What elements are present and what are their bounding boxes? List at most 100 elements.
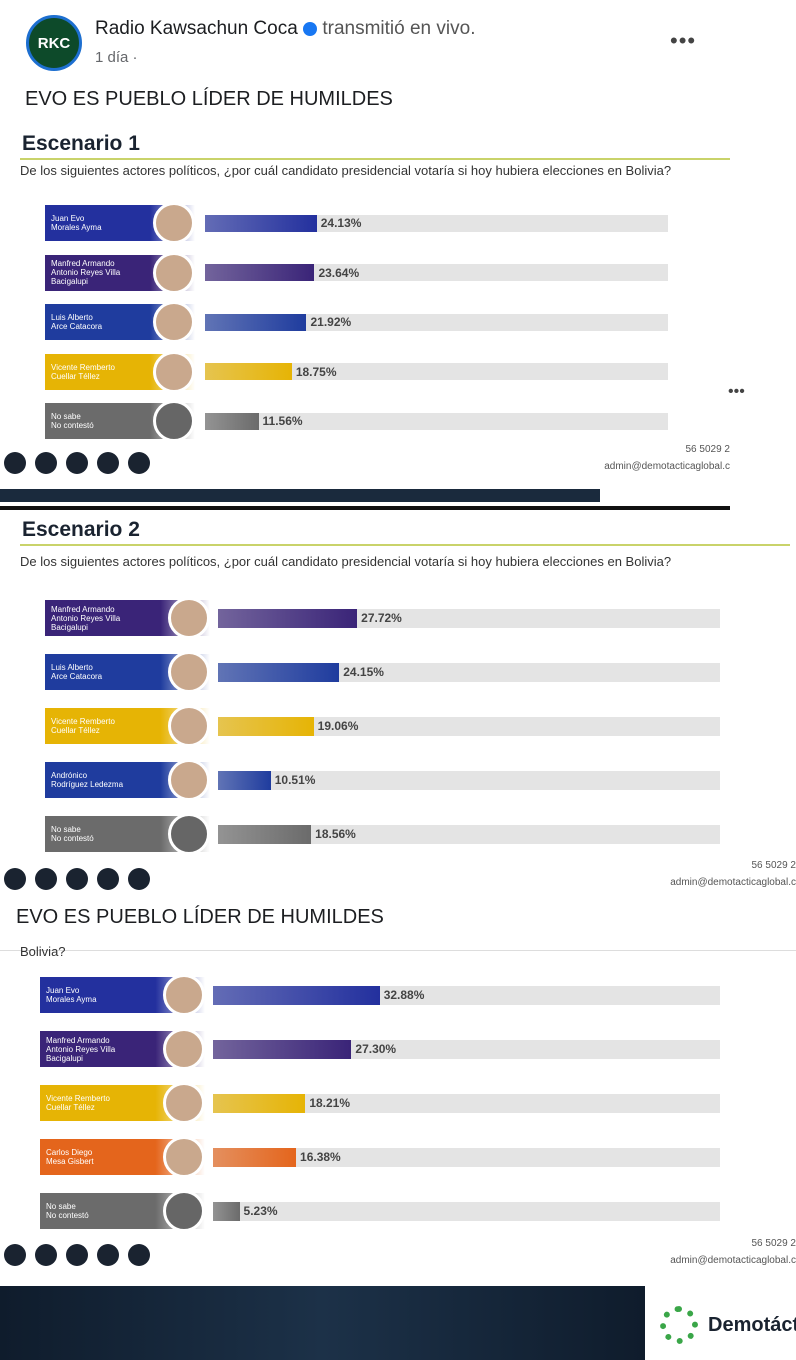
contact-email: admin@demotacticaglobal.c	[604, 461, 730, 472]
candidate-avatar	[153, 301, 195, 343]
candidate-avatar	[168, 813, 210, 855]
social-icon	[35, 1244, 57, 1266]
candidate-avatar	[153, 202, 195, 244]
value-label: 27.72%	[361, 611, 402, 625]
post-caption: EVO ES PUEBLO LÍDER DE HUMILDES	[16, 906, 384, 928]
bar	[213, 1147, 297, 1167]
dark-banner	[0, 1286, 645, 1360]
contact-phone: 56 5029 2	[751, 1238, 796, 1249]
candidate-avatar	[163, 1028, 205, 1070]
bar	[205, 363, 292, 380]
candidate-avatar	[153, 350, 195, 393]
bar-track	[205, 264, 668, 281]
candidate-avatar	[168, 651, 210, 693]
value-label: 18.75%	[295, 364, 337, 379]
social-icon	[97, 868, 119, 890]
value-label: 27.30%	[355, 1042, 397, 1056]
bar-track	[205, 214, 668, 232]
bar	[218, 608, 358, 628]
verified-badge	[303, 21, 318, 36]
value-label: 21.92%	[310, 315, 352, 329]
bar	[213, 985, 380, 1005]
chart-title: Escenario 2	[22, 518, 140, 541]
chart-title: Escenario 1	[22, 132, 140, 155]
dark-strip	[0, 489, 600, 502]
candidate-avatar	[153, 400, 195, 442]
contact-email: admin@demotacticaglobal.c	[670, 877, 796, 888]
social-icon	[97, 1244, 119, 1266]
value-label: 11.56%	[262, 414, 303, 428]
bar-track	[213, 1093, 720, 1113]
page-logo[interactable]: RKC	[26, 15, 82, 71]
social-icon	[4, 452, 26, 474]
title-rule	[20, 544, 790, 546]
bar-track	[205, 313, 668, 331]
value-label: 23.64%	[318, 265, 360, 280]
social-icon	[128, 452, 150, 474]
candidate-avatar	[168, 597, 210, 639]
brand-name: Demotáct	[708, 1314, 796, 1336]
post-caption: EVO ES PUEBLO LÍDER DE HUMILDES	[25, 88, 393, 110]
value-label: 16.38%	[300, 1150, 341, 1164]
candidate-avatar	[163, 1136, 205, 1178]
bar	[205, 412, 259, 430]
bar	[218, 662, 340, 682]
bar-track	[218, 662, 720, 682]
value-label: 32.88%	[383, 988, 425, 1002]
contact-email: admin@demotacticaglobal.c	[670, 1255, 796, 1266]
bar	[205, 313, 307, 331]
post-action: transmitió en vivo.	[322, 18, 476, 39]
bar	[213, 1039, 352, 1059]
bar	[213, 1093, 306, 1113]
bar-track	[218, 824, 720, 844]
contact-phone: 56 5029 2	[685, 444, 731, 455]
candidate-avatar	[168, 705, 210, 747]
more-button[interactable]: •••	[670, 28, 697, 53]
candidate-avatar	[163, 1190, 205, 1232]
candidate-avatar	[163, 974, 205, 1016]
social-icon	[97, 452, 119, 474]
brand-logo	[660, 1306, 698, 1344]
social-icon	[128, 868, 150, 890]
title-rule	[20, 158, 730, 160]
social-icon	[128, 1244, 150, 1266]
post-time[interactable]: 1 día ·	[95, 49, 138, 66]
bar-track	[218, 716, 720, 736]
post-header: Radio Kawsachun Coca transmitió en vivo.	[95, 18, 475, 40]
value-label: 18.21%	[309, 1096, 351, 1110]
value-label: 19.06%	[317, 719, 359, 733]
social-icon	[4, 1244, 26, 1266]
value-label: 10.51%	[274, 773, 316, 787]
chart-question: Bolivia?	[20, 944, 66, 959]
social-icon	[35, 452, 57, 474]
bar-track	[205, 363, 668, 380]
bar-track	[205, 412, 668, 430]
bar	[213, 1201, 240, 1221]
candidate-avatar	[168, 759, 210, 801]
candidate-avatar	[153, 251, 195, 294]
social-icon	[66, 868, 88, 890]
chart-question: De los siguientes actores políticos, ¿po…	[20, 554, 672, 569]
value-label: 5.23%	[243, 1204, 278, 1218]
bar-track	[213, 1147, 720, 1167]
bar-track	[218, 770, 720, 790]
bar-track	[213, 1201, 720, 1221]
bar	[218, 716, 314, 736]
social-icon	[66, 452, 88, 474]
value-label: 24.15%	[343, 665, 384, 679]
bar	[218, 770, 271, 790]
bar	[205, 214, 317, 232]
more-button[interactable]: •••	[728, 383, 745, 400]
value-label: 24.13%	[320, 216, 362, 230]
logo-text: RKC	[37, 34, 71, 52]
separator	[0, 506, 730, 510]
value-label: 18.56%	[315, 827, 356, 841]
bar	[218, 824, 312, 844]
contact-phone: 56 5029 2	[751, 860, 796, 871]
social-icon	[4, 868, 26, 890]
separator	[0, 950, 796, 951]
social-icon	[66, 1244, 88, 1266]
page-name[interactable]: Radio Kawsachun Coca	[95, 18, 298, 39]
candidate-avatar	[163, 1082, 205, 1124]
